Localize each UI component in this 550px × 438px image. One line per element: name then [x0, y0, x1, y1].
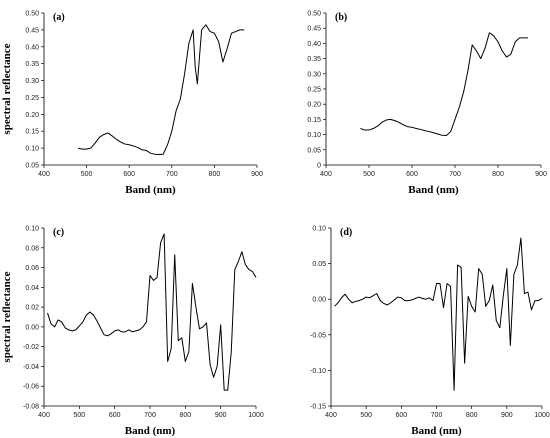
x-tick-label: 400 [325, 412, 337, 419]
panel-a: 400 500 600 700 800 900 0.05 0.10 0.15 0.20 0.25 0.… [1, 11, 263, 197]
y-tick-label: 0.50 [25, 11, 39, 18]
x-tick-label: 500 [73, 412, 85, 419]
y-tick-label: 0.10 [312, 226, 326, 233]
x-tick-label: 800 [492, 171, 504, 178]
y-tick-label: -0.02 [23, 344, 39, 351]
y-tick-label: 0.05 [307, 147, 321, 154]
x-tick-label: 500 [81, 171, 93, 178]
y-tick-label: -0.08 [23, 404, 39, 411]
x-tick-label: 1000 [534, 412, 550, 419]
y-tick-label: 0 [317, 163, 321, 170]
spectrum-line [77, 24, 245, 156]
panel-label: (b) [335, 12, 347, 23]
x-tick-label: 1000 [248, 412, 264, 419]
x-tick-label: 700 [431, 412, 443, 419]
y-tick-label: 0.35 [25, 61, 39, 68]
panel-d: 400 500 600 700 800 900 1000 -0.15 -0.10 -0.05 0.0… [310, 226, 550, 438]
y-tick-label: 0.35 [307, 56, 321, 63]
y-tick-label: 0.20 [307, 102, 321, 109]
x-axis-label: Band (nm) [408, 184, 459, 196]
x-tick-label: 400 [38, 171, 50, 178]
x-tick-label: 800 [179, 412, 191, 419]
spectrum-line [334, 237, 543, 391]
y-tick-label: 0.50 [307, 11, 321, 18]
y-tick-label: 0.02 [25, 305, 39, 312]
y-axis-label: spectral reflectance [1, 43, 13, 134]
y-tick-label: 0.40 [307, 41, 321, 48]
x-tick-label: 900 [215, 412, 227, 419]
y-tick-label: -0.15 [310, 404, 326, 411]
x-tick-label: 900 [251, 171, 263, 178]
y-tick-label: 0.25 [25, 95, 39, 102]
x-tick-label: 400 [38, 412, 50, 419]
panel-c: 400 500 600 700 800 900 1000 -0.08 -0.06 -0.04 -0.… [1, 226, 264, 438]
x-tick-label: 600 [109, 412, 121, 419]
y-tick-label: -0.10 [310, 368, 326, 375]
panel-label: (c) [53, 227, 64, 238]
x-tick-label: 700 [144, 412, 156, 419]
x-axis-label: Band (nm) [411, 425, 462, 437]
y-tick-label: 0.04 [25, 285, 39, 292]
x-tick-label: 500 [363, 171, 375, 178]
spectrum-line [360, 32, 529, 137]
x-tick-label: 900 [501, 412, 513, 419]
x-tick-label: 600 [406, 171, 418, 178]
x-tick-label: 800 [209, 171, 221, 178]
x-tick-label: 600 [395, 412, 407, 419]
y-tick-label: 0.00 [312, 297, 326, 304]
y-tick-label: 0.45 [25, 27, 39, 34]
y-tick-label: 0.10 [307, 132, 321, 139]
y-tick-label: -0.05 [310, 332, 326, 339]
y-tick-label: 0.10 [25, 146, 39, 153]
y-tick-label: 0.20 [25, 112, 39, 119]
y-tick-label: 0.06 [25, 265, 39, 272]
y-tick-label: 0.30 [307, 71, 321, 78]
y-tick-label: 0.10 [25, 226, 39, 233]
y-tick-label: 0.15 [307, 117, 321, 124]
y-tick-label: 0.25 [307, 87, 321, 94]
panel-label: (a) [53, 12, 65, 23]
y-tick-label: 0.15 [25, 129, 39, 136]
x-tick-label: 700 [166, 171, 178, 178]
y-tick-label: 0.08 [25, 245, 39, 252]
x-tick-label: 600 [123, 171, 135, 178]
y-tick-label: 0.30 [25, 78, 39, 85]
x-tick-label: 400 [320, 171, 332, 178]
spectrum-line [47, 233, 257, 391]
y-tick-label: -0.04 [23, 364, 39, 371]
panel-b: 400 500 600 700 800 900 0 0.05 0.10 0.15 0.20 0.25 0… [307, 11, 547, 197]
panel-label: (d) [340, 227, 352, 238]
y-axis-label: spectral reflectance [1, 271, 13, 362]
x-tick-label: 800 [466, 412, 478, 419]
x-axis-label: Band (nm) [125, 184, 176, 196]
y-tick-label: 0.45 [307, 26, 321, 33]
x-axis-label: Band (nm) [125, 425, 176, 437]
y-tick-label: 0.00 [25, 324, 39, 331]
y-tick-label: 0.05 [25, 163, 39, 170]
y-tick-label: 0.40 [25, 44, 39, 51]
x-tick-label: 500 [360, 412, 372, 419]
x-tick-label: 900 [535, 171, 547, 178]
y-tick-label: 0.05 [312, 261, 326, 268]
x-tick-label: 700 [449, 171, 461, 178]
y-tick-label: -0.06 [23, 384, 39, 391]
